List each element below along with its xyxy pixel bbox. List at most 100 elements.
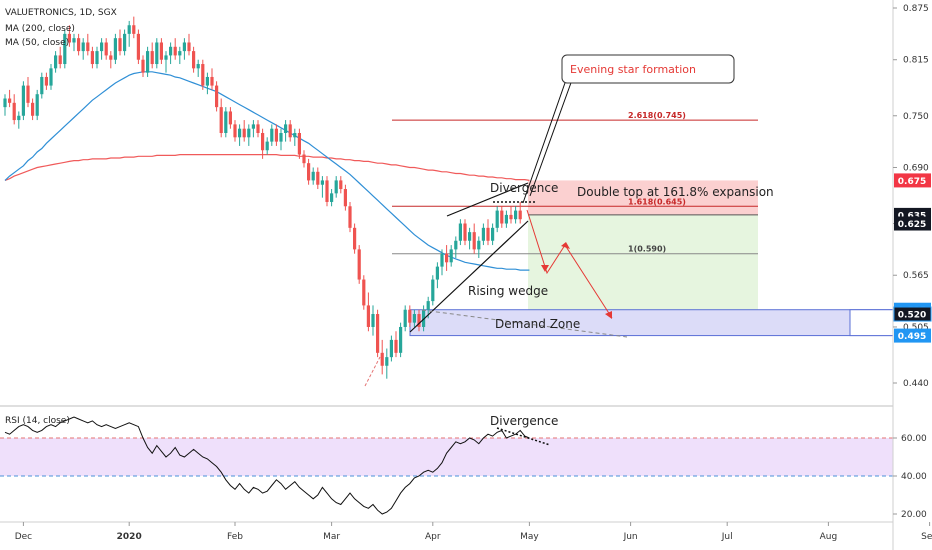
candle-body (178, 51, 182, 56)
candle-body (293, 133, 297, 138)
candle-body (40, 76, 44, 95)
price-tick-label: 0.440 (903, 379, 929, 389)
candle-body (228, 111, 232, 125)
candle-body (504, 214, 508, 224)
candle-body (412, 314, 416, 323)
price-badge (893, 306, 932, 322)
candle-body (330, 193, 334, 202)
rsi-pane: Divergence RSI (14, close) (0, 414, 893, 515)
candle-body (477, 240, 481, 250)
time-tick-label: Dec (15, 532, 32, 542)
ma50-legend: MA (50, close) (5, 38, 69, 48)
demand-zone (409, 309, 894, 337)
fib-levels: 2.618(0.745) 1.618(0.645) 1(0.590) (392, 111, 758, 255)
time-tick-label: May (520, 532, 539, 542)
candle-body (270, 128, 274, 142)
candle-body (146, 51, 150, 73)
demand-zone-right-box (849, 309, 894, 337)
price-badge (894, 173, 931, 188)
rsi-tick-label: 40.00 (901, 472, 927, 482)
price-badge (894, 328, 931, 343)
price-badge (894, 216, 931, 231)
rising-wedge-label: Rising wedge (468, 284, 548, 298)
time-tick-label: Aug (820, 532, 838, 542)
candle-body (141, 59, 145, 73)
candle-body (201, 64, 205, 86)
candle-body (104, 42, 108, 56)
drawings-layer (364, 54, 735, 387)
candle-body (472, 232, 476, 250)
rsi-axis: 60.00 40.00 20.00 (893, 434, 927, 520)
resistance-zone (528, 180, 758, 215)
candle-body (35, 94, 39, 116)
time-tick-label: Apr (425, 532, 441, 542)
time-tick-label: Mar (323, 532, 340, 542)
candle-body (486, 227, 490, 241)
candle-body (426, 301, 430, 310)
price-badge-label: 0.675 (898, 177, 926, 187)
candle-body (362, 279, 366, 306)
candle-body (417, 314, 421, 327)
candle-body (164, 55, 168, 60)
candle-body (169, 46, 173, 56)
candle-body (31, 102, 35, 116)
rsi-line (4, 416, 530, 515)
candle-body (58, 55, 62, 65)
price-badge-label: 0.495 (898, 332, 926, 342)
evening-star-label: Evening star formation (570, 63, 696, 76)
wedge-upper-line (446, 182, 529, 217)
callout-pointer-line-1 (522, 79, 567, 204)
price-badge-label: 0.625 (898, 220, 926, 230)
candle-body (3, 98, 7, 108)
ma200-legend: MA (200, close) (5, 24, 75, 34)
candle-body (389, 339, 393, 358)
candle-body (49, 68, 53, 86)
projection-path (526, 209, 613, 319)
candles-layer (3, 16, 522, 379)
candle-body (150, 51, 154, 65)
price-badge-label: 0.635 (898, 211, 926, 221)
candle-body (54, 55, 58, 69)
price-tick-label: 0.505 (903, 323, 929, 333)
candle-body (468, 232, 472, 241)
candle-body (90, 51, 94, 65)
candle-body (81, 42, 85, 52)
candle-body (357, 249, 361, 280)
candle-body (348, 206, 352, 228)
candle-body (320, 180, 324, 185)
candle-body (77, 38, 81, 52)
candle-body (242, 128, 246, 138)
candle-body (514, 210, 518, 220)
candle-body (215, 85, 219, 108)
candle-body (302, 154, 306, 164)
candle-body (127, 25, 131, 34)
time-tick-label: Feb (227, 532, 243, 542)
candle-body (261, 133, 265, 151)
candle-body (366, 305, 370, 327)
rsi-band (0, 438, 893, 476)
candle-body (86, 42, 90, 52)
candle-body (449, 249, 453, 263)
candle-body (136, 33, 140, 60)
candle-body (67, 33, 71, 43)
candle-body (279, 133, 283, 142)
candle-body (435, 266, 439, 280)
demand-zone-label: Demand Zone (495, 317, 580, 331)
time-tick-label: Jun (623, 532, 638, 542)
candle-body (509, 214, 513, 220)
divergence-rsi-label: Divergence (490, 414, 558, 428)
candle-body (518, 210, 522, 220)
candle-body (316, 171, 320, 185)
candle-body (155, 42, 159, 65)
candle-body (491, 227, 495, 241)
candle-body (440, 253, 444, 267)
candle-body (123, 33, 127, 52)
candle-body (297, 133, 301, 155)
candle-body (380, 352, 384, 366)
candle-body (109, 55, 113, 60)
time-tick-label: 2020 (117, 532, 142, 542)
callout-pointer-line-2 (529, 79, 573, 197)
candle-body (371, 314, 375, 327)
